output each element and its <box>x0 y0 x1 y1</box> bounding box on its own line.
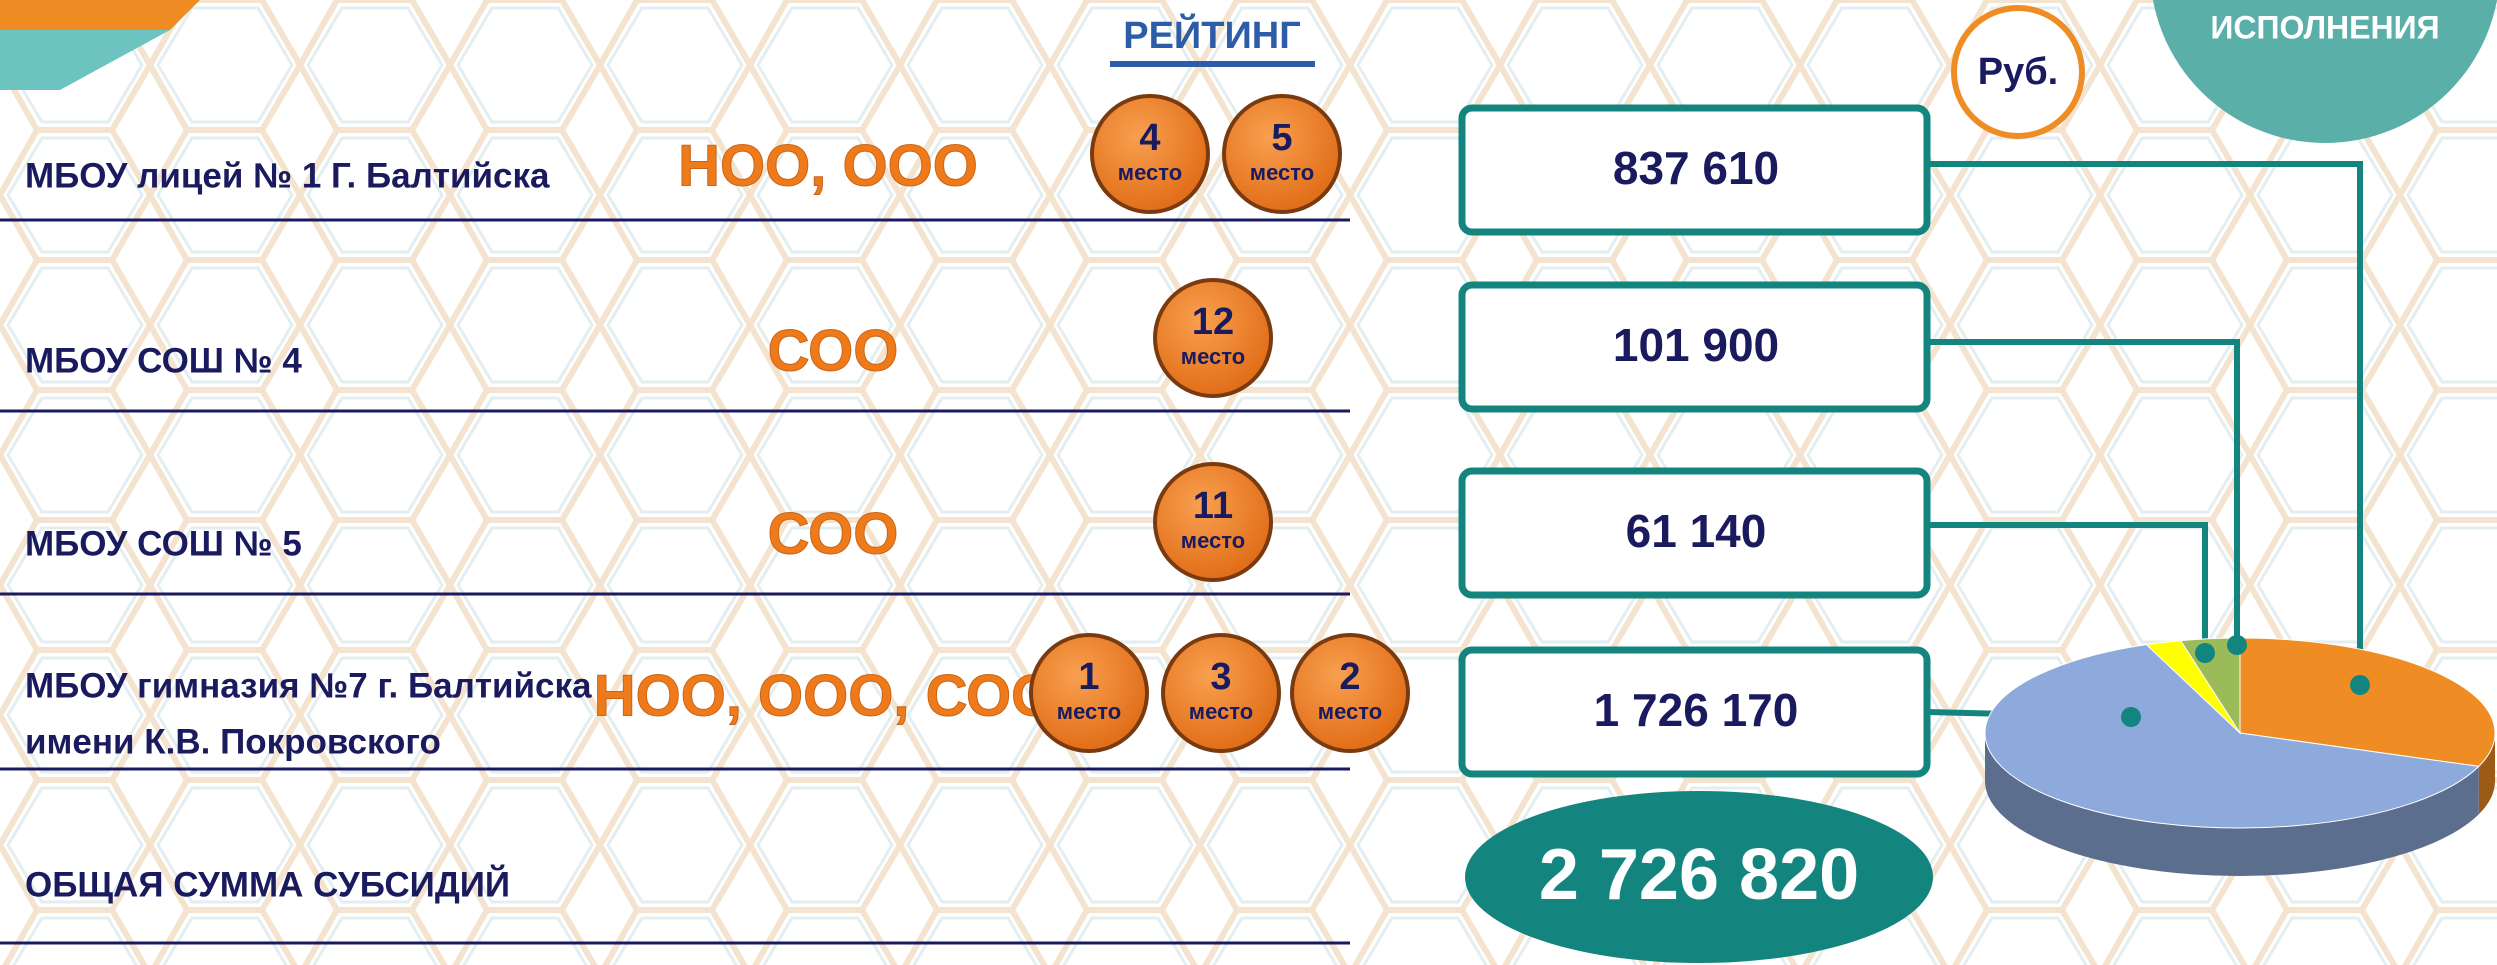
amount: 101 900 <box>1613 319 1779 371</box>
amount: 1 726 170 <box>1594 684 1799 736</box>
rank-label: место <box>1250 160 1314 185</box>
rank-place: 1 <box>1078 656 1099 698</box>
levels: НОО, ООО <box>678 133 978 198</box>
connector-dot <box>2227 635 2247 655</box>
levels: НОО, ООО, СОО <box>594 663 1057 728</box>
rank-place: 4 <box>1139 117 1160 159</box>
rank-label: место <box>1118 160 1182 185</box>
rank-place: 5 <box>1271 117 1292 159</box>
rank-label: место <box>1057 699 1121 724</box>
rank-place: 12 <box>1192 301 1234 343</box>
rank-label: место <box>1181 528 1245 553</box>
amount: 61 140 <box>1626 505 1767 557</box>
connector-dot <box>2121 707 2141 727</box>
header-badge-text: ИСПОЛНЕНИЯ <box>2210 9 2439 45</box>
rank-place: 2 <box>1339 656 1360 698</box>
levels: СОО <box>768 501 899 566</box>
school-name: имени К.В. Покровского <box>25 722 441 761</box>
total-label: ОБЩАЯ СУММА СУБСИДИЙ <box>25 864 510 904</box>
school-name: МБОУ гимназия №7 г. Балтийска <box>25 666 592 705</box>
corner-deco <box>0 0 200 30</box>
school-name: МБОУ лицей № 1 Г. Балтийска <box>25 156 550 195</box>
rank-label: место <box>1181 344 1245 369</box>
rank-place: 3 <box>1210 656 1231 698</box>
connector-dot <box>2350 675 2370 695</box>
rank-place: 11 <box>1193 485 1233 527</box>
slide: ИСПОЛНЕНИЯ Руб. РЕЙТИНГ ОБЩАЯ СУММА СУБС… <box>0 0 2497 965</box>
currency: Руб. <box>1978 51 2059 93</box>
school-name: МБОУ СОШ № 4 <box>25 341 302 380</box>
levels: СОО <box>768 318 899 383</box>
rank-label: место <box>1318 699 1382 724</box>
total-amount: 2 726 820 <box>1539 835 1859 915</box>
amount: 837 610 <box>1613 142 1779 194</box>
rating-header: РЕЙТИНГ <box>1123 12 1301 57</box>
connector-dot <box>2195 643 2215 663</box>
rank-label: место <box>1189 699 1253 724</box>
school-name: МБОУ СОШ № 5 <box>25 524 302 563</box>
